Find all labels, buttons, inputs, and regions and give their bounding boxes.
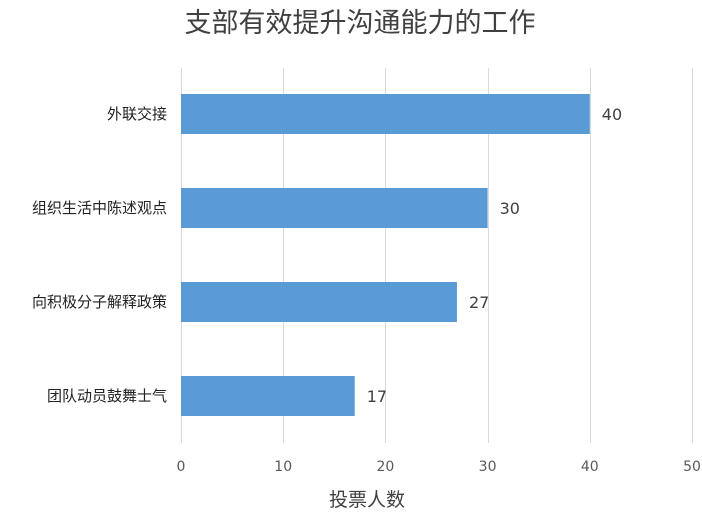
category-label: 向积极分子解释政策	[32, 293, 167, 311]
chart-title: 支部有效提升沟通能力的工作	[185, 8, 536, 39]
x-axis-title: 投票人数	[329, 489, 405, 511]
x-tick-label: 40	[581, 459, 599, 475]
bar	[181, 376, 355, 416]
category-label: 组织生活中陈述观点	[32, 199, 167, 217]
data-label: 27	[469, 293, 489, 312]
x-tick-label: 0	[177, 459, 186, 475]
category-label: 外联交接	[107, 105, 167, 123]
x-tick-label: 10	[274, 459, 292, 475]
bar	[181, 282, 457, 322]
category-label: 团队动员鼓舞士气	[47, 387, 167, 405]
x-tick-label: 20	[376, 459, 394, 475]
bar	[181, 188, 488, 228]
data-label: 40	[602, 105, 622, 124]
data-label: 30	[500, 199, 520, 218]
x-tick-label: 30	[479, 459, 497, 475]
data-label: 17	[367, 387, 387, 406]
bar	[181, 94, 590, 134]
x-tick-label: 50	[683, 459, 701, 475]
